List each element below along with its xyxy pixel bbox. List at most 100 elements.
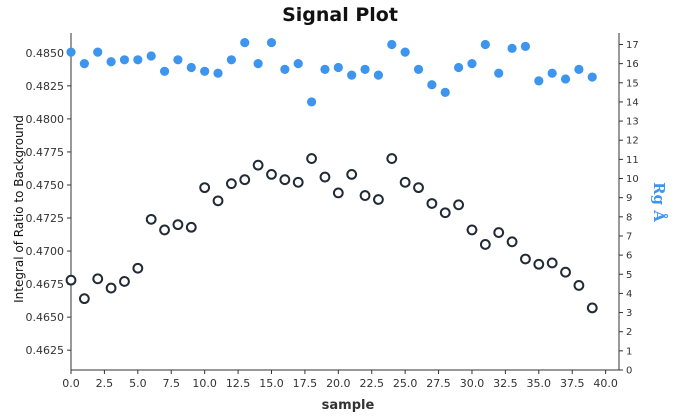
integral-point [560, 266, 571, 278]
integral-point [92, 273, 104, 285]
left-tick-label: 0.4750 [26, 179, 65, 192]
rg-point [454, 62, 464, 73]
right-tick-label: 14 [626, 97, 639, 108]
right-tick-label: 2 [626, 327, 632, 338]
integral-point [78, 293, 90, 305]
integral-point [546, 257, 558, 269]
left-tick-label: 0.4625 [26, 344, 65, 357]
rg-point [159, 66, 170, 76]
left-tick-label: 0.4725 [26, 212, 65, 225]
rg-point [186, 62, 196, 73]
right-tick-label: 6 [626, 251, 632, 262]
right-tick-label: 3 [626, 308, 632, 319]
integral-point [359, 190, 371, 201]
rg-point [66, 47, 76, 57]
integral-point [453, 199, 465, 211]
right-tick-label: 15 [626, 78, 639, 89]
x-tick-label: 30.0 [460, 377, 485, 390]
integral-point [252, 159, 264, 171]
integral-point [493, 227, 505, 238]
right-tick-label: 11 [626, 155, 639, 166]
left-tick-label: 0.4700 [26, 245, 65, 258]
integral-point [479, 239, 491, 250]
integral-point [159, 224, 170, 236]
rg-point [93, 47, 103, 57]
x-tick-label: 40.0 [593, 377, 618, 390]
integral-point [466, 224, 478, 236]
rg-point [467, 59, 477, 69]
right-tick-label: 1 [626, 346, 632, 357]
right-tick-label: 0 [626, 366, 632, 377]
right-tick-label: 13 [626, 117, 639, 128]
integral-point [439, 207, 451, 219]
rg-point [200, 66, 210, 76]
x-tick-label: 22.5 [359, 377, 384, 390]
right-tick-label: 5 [626, 270, 632, 281]
integral-point [533, 258, 545, 270]
right-tick-label: 4 [626, 289, 632, 300]
rg-point [240, 37, 250, 48]
rg-point [173, 55, 183, 65]
rg-point [373, 70, 384, 80]
rg-series [66, 37, 597, 107]
x-tick-label: 5.0 [129, 377, 147, 390]
x-tick-label: 10.0 [192, 377, 217, 390]
y2-axis-label: Rg Å [650, 182, 668, 222]
integral-point [185, 221, 197, 233]
x-tick-label: 25.0 [393, 377, 418, 390]
rg-point [306, 97, 317, 107]
rg-point [494, 68, 504, 78]
rg-point [266, 37, 277, 48]
integral-point [373, 194, 384, 205]
left-tick-label: 0.4800 [26, 113, 65, 126]
axes [70, 33, 620, 371]
left-tick-label: 0.4650 [26, 311, 65, 324]
integral-point [426, 198, 438, 209]
rg-point [320, 64, 330, 74]
x-tick-label: 2.5 [96, 377, 114, 390]
integral-point [586, 302, 598, 314]
integral-point [332, 187, 344, 199]
right-tick-label: 8 [626, 212, 632, 223]
x-tick-label: 0.0 [62, 377, 80, 390]
left-tick-label: 0.4825 [26, 80, 65, 93]
x-axis-label: sample [322, 398, 375, 413]
integral-point [413, 182, 424, 194]
left-axis-ticks: 0.4625 0.4650 0.4675 0.4700 0.4725 0.4750 0.47… [26, 47, 71, 357]
x-tick-label: 17.5 [293, 377, 318, 390]
integral-point [279, 174, 291, 186]
integral-point [306, 153, 317, 164]
x-tick-label: 12.5 [226, 377, 251, 390]
rg-point [226, 55, 236, 65]
rg-point [480, 39, 490, 50]
integral-series [65, 153, 598, 314]
rg-point [347, 70, 357, 80]
integral-point [119, 276, 130, 287]
integral-point [399, 176, 411, 188]
left-tick-label: 0.4775 [26, 146, 65, 159]
integral-point [172, 219, 184, 231]
rg-point [387, 39, 397, 50]
integral-point [199, 182, 211, 194]
integral-point [319, 171, 331, 183]
x-axis-ticks: 0.0 2.5 5.0 7.5 10.0 12.5 15.0 17.5 20.0 22.5 25.0… [62, 370, 618, 390]
integral-point [105, 282, 117, 294]
x-tick-label: 35.0 [527, 377, 552, 390]
rg-point [400, 47, 410, 57]
rg-point [547, 68, 557, 78]
x-tick-label: 7.5 [162, 377, 180, 390]
rg-point [427, 80, 437, 90]
rg-point [534, 76, 544, 86]
rg-point [253, 59, 263, 69]
integral-point [225, 178, 237, 190]
rg-point [280, 64, 290, 74]
right-tick-label: 10 [626, 174, 639, 185]
rg-point [146, 51, 156, 61]
left-tick-label: 0.4675 [26, 278, 65, 291]
rg-point [293, 59, 303, 69]
rg-point [507, 43, 517, 53]
left-tick-label: 0.4850 [26, 47, 65, 60]
right-tick-label: 7 [626, 231, 632, 242]
x-tick-label: 20.0 [326, 377, 351, 390]
